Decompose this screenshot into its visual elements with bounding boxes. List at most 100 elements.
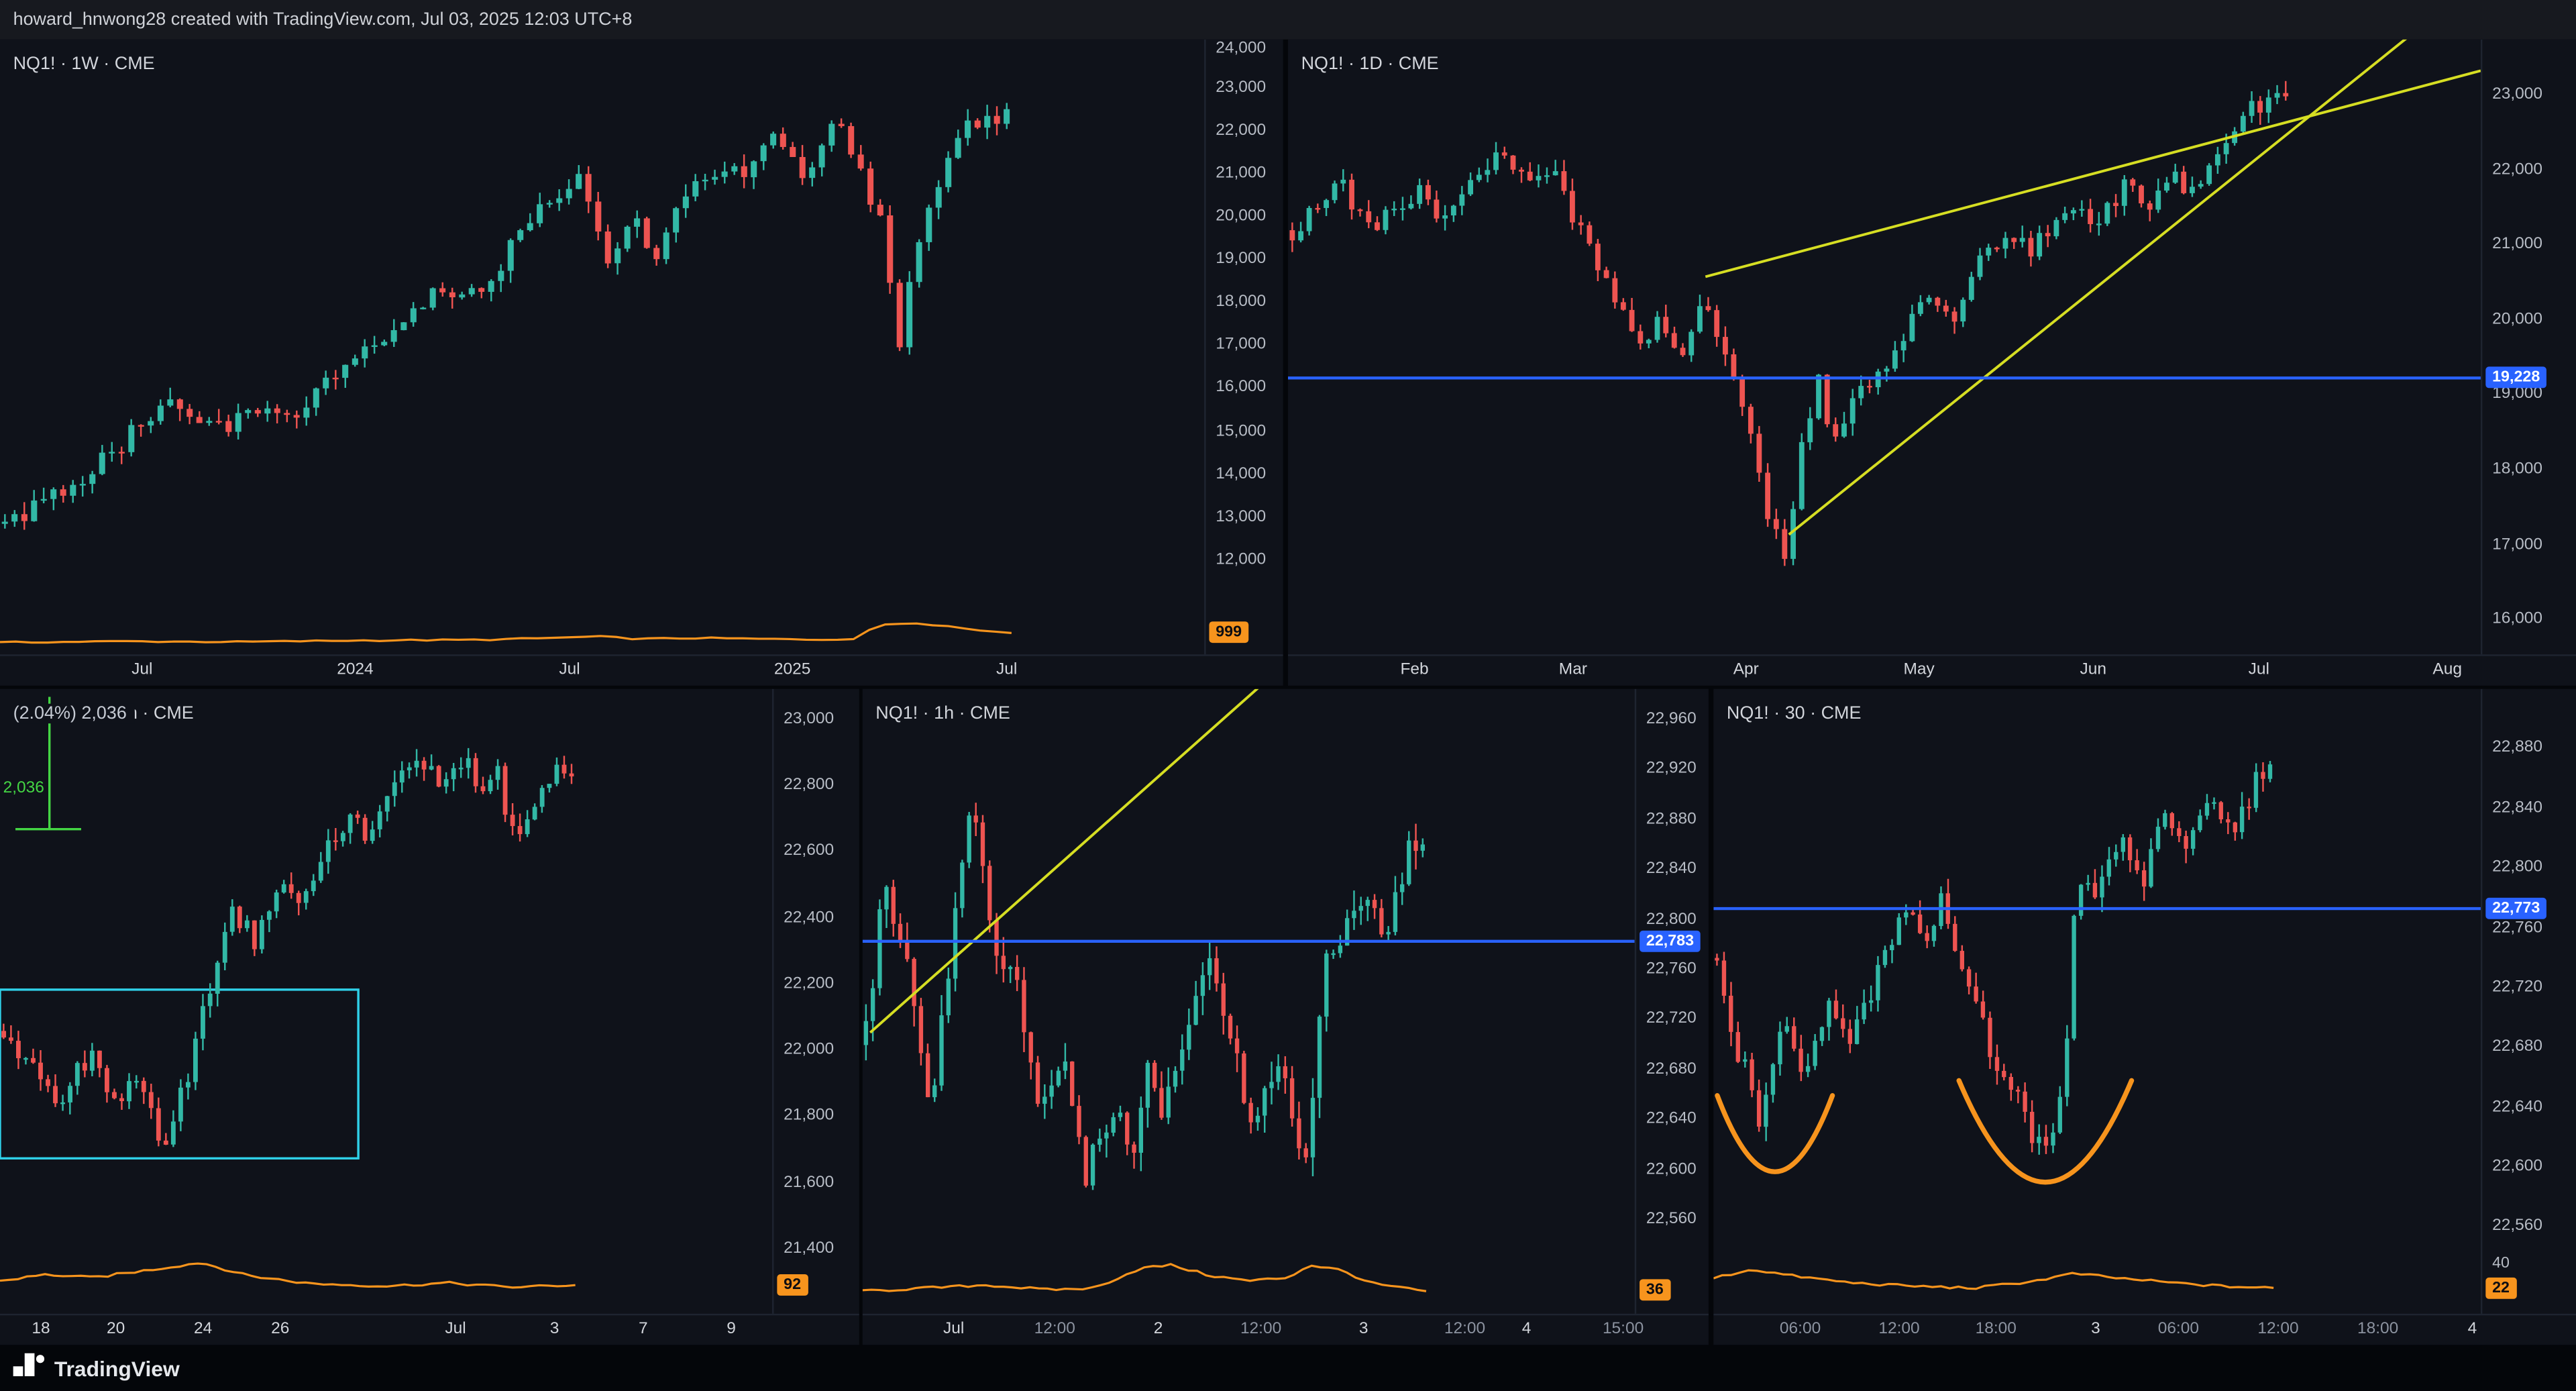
price-tick: 22,760 (2492, 918, 2543, 937)
time-axis-weekly[interactable]: Jul 2024 Jul 2025 Jul (0, 654, 1283, 686)
price-axis-weekly[interactable]: 24,000 23,000 22,000 21,000 20,000 19,000 18,0… (1204, 39, 1283, 655)
price-axis-daily[interactable]: 23,000 22,000 21,000 20,000 19,000 18,000 17,0… (2480, 39, 2576, 655)
drawing-box (0, 988, 360, 1160)
price-plot-1h[interactable] (862, 688, 1635, 1314)
price-tick: 22,880 (2492, 739, 2543, 758)
price-axis-4h[interactable]: 23,000 22,800 22,600 22,400 22,200 22,000 21,8… (772, 688, 859, 1314)
time-tick: 4 (2467, 1320, 2477, 1339)
price-tick: 13,000 (1216, 507, 1267, 526)
time-tick: 24 (194, 1320, 213, 1339)
price-tick: 15,000 (1216, 421, 1267, 440)
time-axis-30m[interactable]: 06:00 12:00 18:00 3 06:00 12:00 18:00 4 (1713, 1313, 2576, 1345)
time-tick: Jul (943, 1320, 965, 1339)
price-plot-weekly[interactable] (0, 40, 1204, 654)
price-tick: 22,400 (784, 909, 835, 927)
trendline (1788, 39, 2408, 536)
tradingview-logo-icon[interactable] (13, 1352, 45, 1384)
price-tick: 19,000 (2492, 385, 2543, 404)
time-tick: 18 (32, 1320, 50, 1339)
indicator-value-badge-4h: 92 (777, 1274, 808, 1295)
time-tick: 12:00 (1034, 1320, 1075, 1339)
time-tick: May (1903, 661, 1935, 679)
price-tick: 22,680 (1646, 1060, 1697, 1078)
price-tick: 22,560 (1646, 1210, 1697, 1229)
price-tick: 22,000 (784, 1041, 835, 1060)
price-tick: 23,000 (1216, 79, 1267, 97)
tradingview-brand[interactable]: TradingView (54, 1355, 180, 1381)
time-tick: 06:00 (1779, 1320, 1821, 1339)
hline-price-badge-daily: 19,228 (2485, 366, 2547, 389)
price-plot-daily[interactable] (1288, 39, 2481, 654)
price-tick: 22,000 (2492, 160, 2543, 179)
price-tick: 22,920 (1646, 760, 1697, 778)
chart-panel-1h: 22,960 22,920 22,880 22,840 22,800 22,760 22,7… (862, 688, 1709, 1345)
time-tick: 9 (727, 1320, 736, 1339)
hline-price-badge-30m: 22,773 (2485, 896, 2547, 919)
attribution-text: howard_hnwong28 created with TradingView… (13, 9, 633, 30)
time-axis-4h[interactable]: 18 20 24 26 Jul 3 7 9 (0, 1313, 859, 1345)
price-plot-30m[interactable] (1713, 689, 2481, 1314)
price-tick: 16,000 (1216, 378, 1267, 397)
chart-panel-daily: 23,000 22,000 21,000 20,000 19,000 18,000 17,0… (1288, 39, 2576, 686)
price-tick: 22,960 (1646, 710, 1697, 729)
time-tick: 2025 (773, 661, 811, 679)
symbol-title-weekly: NQ1! · 1W · CME (13, 54, 155, 74)
time-tick: 3 (2091, 1320, 2100, 1339)
price-tick: 23,000 (784, 710, 835, 729)
symbol-title-30m: NQ1! · 30 · CME (1726, 703, 1862, 724)
price-tick: 22,640 (1646, 1110, 1697, 1129)
price-tick: 17,000 (1216, 336, 1267, 354)
price-tick: 22,600 (2492, 1157, 2543, 1176)
time-tick: 4 (1521, 1320, 1532, 1339)
indicator-line (1713, 1269, 2274, 1290)
time-tick: Mar (1558, 661, 1588, 679)
time-tick: 2 (1153, 1320, 1163, 1339)
price-tick: 22,840 (1646, 860, 1697, 878)
price-axis-30m[interactable]: 22,880 22,840 22,800 22,760 22,720 22,680 22,6… (2480, 688, 2576, 1314)
time-tick: 20 (107, 1320, 125, 1339)
price-tick: 22,560 (2492, 1217, 2543, 1235)
indicator-line (0, 622, 1012, 644)
time-tick: 12:00 (2257, 1320, 2299, 1339)
chart-panel-4h: 23,000 22,800 22,600 22,400 22,200 22,000 21,8… (0, 688, 859, 1345)
price-tick: 20,000 (1216, 207, 1267, 226)
chart-panel-weekly: 24,000 23,000 22,000 21,000 20,000 19,000 18,0… (0, 39, 1283, 686)
time-tick: Jul (445, 1320, 466, 1339)
trendline (1705, 69, 2481, 278)
price-tick: 18,000 (2492, 460, 2543, 478)
indicator-value-badge-30m: 22 (2485, 1276, 2516, 1298)
symbol-title-1h: NQ1! · 1h · CME (875, 703, 1010, 724)
price-tick: 22,600 (1646, 1160, 1697, 1178)
trendline (869, 688, 1259, 1034)
time-axis-1h[interactable]: Jul 12:00 2 12:00 3 12:00 4 15:00 (862, 1313, 1709, 1345)
time-tick: 18:00 (1975, 1320, 2017, 1339)
time-axis-daily[interactable]: Feb Mar Apr May Jun Jul Aug (1288, 654, 2576, 686)
price-tick: 22,800 (784, 776, 835, 794)
time-tick: Aug (2432, 661, 2463, 679)
time-tick: 2024 (337, 661, 374, 679)
price-tick: 22,600 (784, 842, 835, 861)
symbol-title-daily: NQ1! · 1D · CME (1301, 54, 1439, 74)
time-tick: 12:00 (1240, 1320, 1282, 1339)
price-tick: 19,000 (1216, 250, 1267, 268)
price-tick: 23,000 (2492, 85, 2543, 104)
arc-drawing (1715, 1092, 1835, 1174)
price-tick: 12,000 (1216, 550, 1267, 569)
price-tick: 22,680 (2492, 1037, 2543, 1056)
time-tick: 12:00 (1444, 1320, 1486, 1339)
price-tick: 21,000 (2492, 235, 2543, 254)
measure-summary-text: (2.04%) 2,036 (13, 703, 136, 724)
time-tick: 3 (549, 1320, 559, 1339)
indicator-value-badge-1h: 36 (1640, 1280, 1670, 1302)
price-plot-4h[interactable] (0, 689, 772, 1314)
price-tick: 22,760 (1646, 960, 1697, 978)
price-tick: 22,840 (2492, 798, 2543, 817)
time-tick: Jul (559, 661, 580, 679)
indicator-line (862, 1263, 1427, 1292)
time-tick: Jul (2248, 661, 2270, 679)
arc-drawing (1956, 1078, 2135, 1185)
price-axis-1h[interactable]: 22,960 22,920 22,880 22,840 22,800 22,760 22,7… (1634, 688, 1709, 1314)
indicator-axis-tick: 40 (2492, 1254, 2510, 1273)
time-tick: Jul (131, 661, 153, 679)
